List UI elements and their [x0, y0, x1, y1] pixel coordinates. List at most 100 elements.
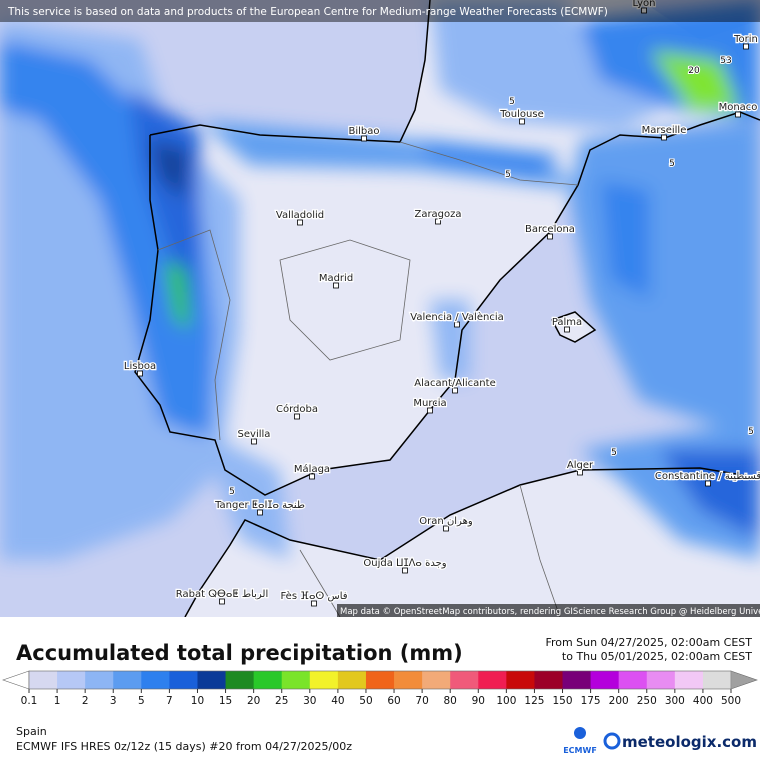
legend-tick-label: 200 — [609, 695, 629, 707]
legend-over — [730, 670, 758, 690]
legend: Accumulated total precipitation (mm) Fro… — [2, 636, 758, 755]
legend-tick-label: 400 — [693, 695, 713, 707]
period-to: to Thu 05/01/2025, 02:00am CEST — [562, 650, 752, 663]
city-marker — [547, 233, 553, 240]
city-marker — [251, 438, 257, 445]
city-label: Sevilla — [238, 429, 271, 440]
city-marker — [641, 7, 647, 14]
city-marker — [443, 525, 449, 532]
legend-swatch — [309, 671, 339, 689]
legend-tick-label: 30 — [303, 695, 316, 707]
legend-tick-label: 90 — [472, 695, 485, 707]
city-marker — [309, 473, 315, 480]
legend-swatch — [29, 671, 58, 689]
map: Lyon Torin Monaco Bilbao Toulouse Marseille Va… — [0, 0, 760, 617]
contour-label: 5 — [669, 159, 675, 169]
legend-swatch — [365, 671, 395, 689]
legend-tick-label: 500 — [721, 695, 741, 707]
legend-swatch — [197, 671, 227, 689]
legend-swatch — [281, 671, 311, 689]
legend-tick-label: 10 — [191, 695, 204, 707]
contour-label: 5 — [509, 97, 515, 107]
city-label: Zaragoza — [414, 209, 461, 220]
legend-tick-label: 175 — [581, 695, 601, 707]
legend-tick-label: 1 — [54, 695, 61, 707]
model-info: ECMWF IFS HRES 0z/12z (15 days) #20 from… — [16, 740, 352, 753]
city-marker — [452, 387, 458, 394]
contour-label: 20 — [688, 66, 700, 76]
city-label: Tanger ⵟⴰⵏⵊⴰ طنجة — [214, 500, 305, 511]
city-label: Lyon — [632, 0, 655, 9]
city-marker — [402, 567, 408, 574]
city-marker — [743, 43, 749, 50]
city-marker — [294, 413, 300, 420]
legend-swatch — [674, 671, 704, 689]
legend-swatch — [169, 671, 198, 689]
legend-swatch — [618, 671, 648, 689]
legend-swatch — [646, 671, 676, 689]
city-label: Toulouse — [499, 109, 543, 120]
city-marker — [661, 134, 667, 141]
period-from: From Sun 04/27/2025, 02:00am CEST — [545, 636, 752, 649]
city-label: Valladolid — [276, 210, 324, 221]
city-marker — [735, 111, 741, 118]
legend-tick-label: 5 — [138, 695, 145, 707]
brand: meteologix.com — [622, 733, 757, 751]
legend-swatch — [225, 671, 255, 689]
brand-icon — [603, 732, 621, 750]
city-marker — [257, 509, 263, 516]
legend-tick-label: 25 — [275, 695, 288, 707]
legend-tick-label: 50 — [359, 695, 372, 707]
city-marker — [577, 469, 583, 476]
city-label: Alger — [567, 460, 594, 471]
legend-swatch — [422, 671, 451, 689]
legend-swatch — [478, 671, 507, 689]
city-marker — [564, 326, 570, 333]
city-marker — [427, 407, 433, 414]
legend-tick-label: 100 — [496, 695, 516, 707]
legend-swatch — [590, 671, 620, 689]
legend-swatch — [57, 671, 86, 689]
legend-swatch — [506, 671, 535, 689]
city-label: Madrid — [319, 273, 353, 284]
city-label: Oujda ⵡⵊⴷⴰ وجدة — [363, 558, 446, 569]
legend-tick-label: 250 — [637, 695, 657, 707]
legend-swatch — [141, 671, 170, 689]
legend-swatch — [253, 671, 283, 689]
city-label: Torin — [733, 34, 758, 45]
city-label: Murcia — [413, 398, 446, 409]
legend-under — [2, 670, 30, 690]
city-marker — [454, 321, 460, 328]
legend-tick-label: 15 — [219, 695, 232, 707]
city-marker — [297, 219, 303, 226]
ecmwf-icon — [574, 727, 586, 739]
city-label: Oran وهران — [419, 516, 473, 527]
city-marker — [435, 218, 441, 225]
city-label: Alacant/Alicante — [414, 378, 495, 389]
legend-tick-label: 80 — [444, 695, 457, 707]
city-label: Valencia / València — [410, 311, 503, 323]
city-label: Monaco — [719, 102, 758, 113]
contour-label: 5 — [611, 448, 617, 458]
attribution: Map data © OpenStreetMap contributors, r… — [340, 607, 760, 617]
city-label: Málaga — [294, 463, 330, 475]
city-label: Bilbao — [348, 126, 379, 137]
legend-title: Accumulated total precipitation (mm) — [16, 641, 463, 665]
legend-tick-label: 70 — [415, 695, 428, 707]
city-marker — [519, 118, 525, 125]
legend-swatch — [450, 671, 479, 689]
city-label: Palma — [552, 317, 582, 328]
legend-tick-label: 2 — [82, 695, 89, 707]
city-label: Fès ⴼⴰⵙ فاس — [280, 590, 347, 602]
city-marker — [705, 480, 711, 487]
city-label: Barcelona — [525, 224, 575, 235]
legend-tick-label: 40 — [331, 695, 344, 707]
legend-frame — [28, 670, 732, 690]
legend-swatch — [85, 671, 114, 689]
city-label: Córdoba — [276, 403, 318, 415]
legend-swatch — [394, 671, 423, 689]
legend-tick-label: 3 — [110, 695, 117, 707]
notice: This service is based on data and produc… — [7, 6, 608, 18]
legend-swatch — [113, 671, 142, 689]
